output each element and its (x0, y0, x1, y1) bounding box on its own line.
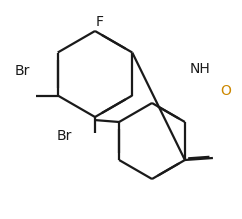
Text: Br: Br (57, 129, 72, 143)
Text: NH: NH (190, 62, 211, 76)
Text: Br: Br (15, 64, 30, 78)
Text: F: F (96, 15, 104, 29)
Text: O: O (220, 84, 231, 98)
